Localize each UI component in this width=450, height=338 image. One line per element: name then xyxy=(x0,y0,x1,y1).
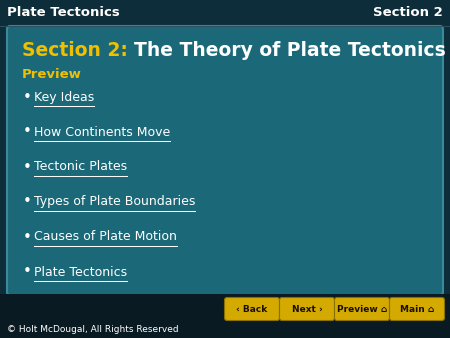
FancyBboxPatch shape xyxy=(390,297,445,320)
Text: ‹ Back: ‹ Back xyxy=(236,305,268,314)
Text: Plate Tectonics: Plate Tectonics xyxy=(34,266,127,279)
Text: Preview ⌂: Preview ⌂ xyxy=(337,305,387,314)
FancyBboxPatch shape xyxy=(7,26,443,295)
Text: •: • xyxy=(23,194,32,210)
Text: Section 2: Section 2 xyxy=(373,6,443,20)
Text: •: • xyxy=(23,124,32,140)
Text: Causes of Plate Motion: Causes of Plate Motion xyxy=(34,231,177,243)
FancyBboxPatch shape xyxy=(279,297,334,320)
FancyBboxPatch shape xyxy=(334,297,390,320)
Text: •: • xyxy=(23,230,32,244)
Text: Tectonic Plates: Tectonic Plates xyxy=(34,161,127,173)
Text: Main ⌂: Main ⌂ xyxy=(400,305,434,314)
Text: Types of Plate Boundaries: Types of Plate Boundaries xyxy=(34,195,195,209)
Text: The Theory of Plate Tectonics: The Theory of Plate Tectonics xyxy=(135,42,446,61)
Text: How Continents Move: How Continents Move xyxy=(34,125,170,139)
Text: Section 2:: Section 2: xyxy=(22,42,135,61)
Text: Preview: Preview xyxy=(22,69,82,81)
Bar xyxy=(0,294,450,338)
Text: Plate Tectonics: Plate Tectonics xyxy=(7,6,120,20)
Text: •: • xyxy=(23,265,32,280)
Text: Next ›: Next › xyxy=(292,305,322,314)
Text: © Holt McDougal, All Rights Reserved: © Holt McDougal, All Rights Reserved xyxy=(7,325,179,335)
FancyBboxPatch shape xyxy=(225,297,279,320)
Bar xyxy=(0,0,450,26)
Text: •: • xyxy=(23,90,32,104)
Text: Key Ideas: Key Ideas xyxy=(34,91,94,103)
Text: •: • xyxy=(23,160,32,174)
